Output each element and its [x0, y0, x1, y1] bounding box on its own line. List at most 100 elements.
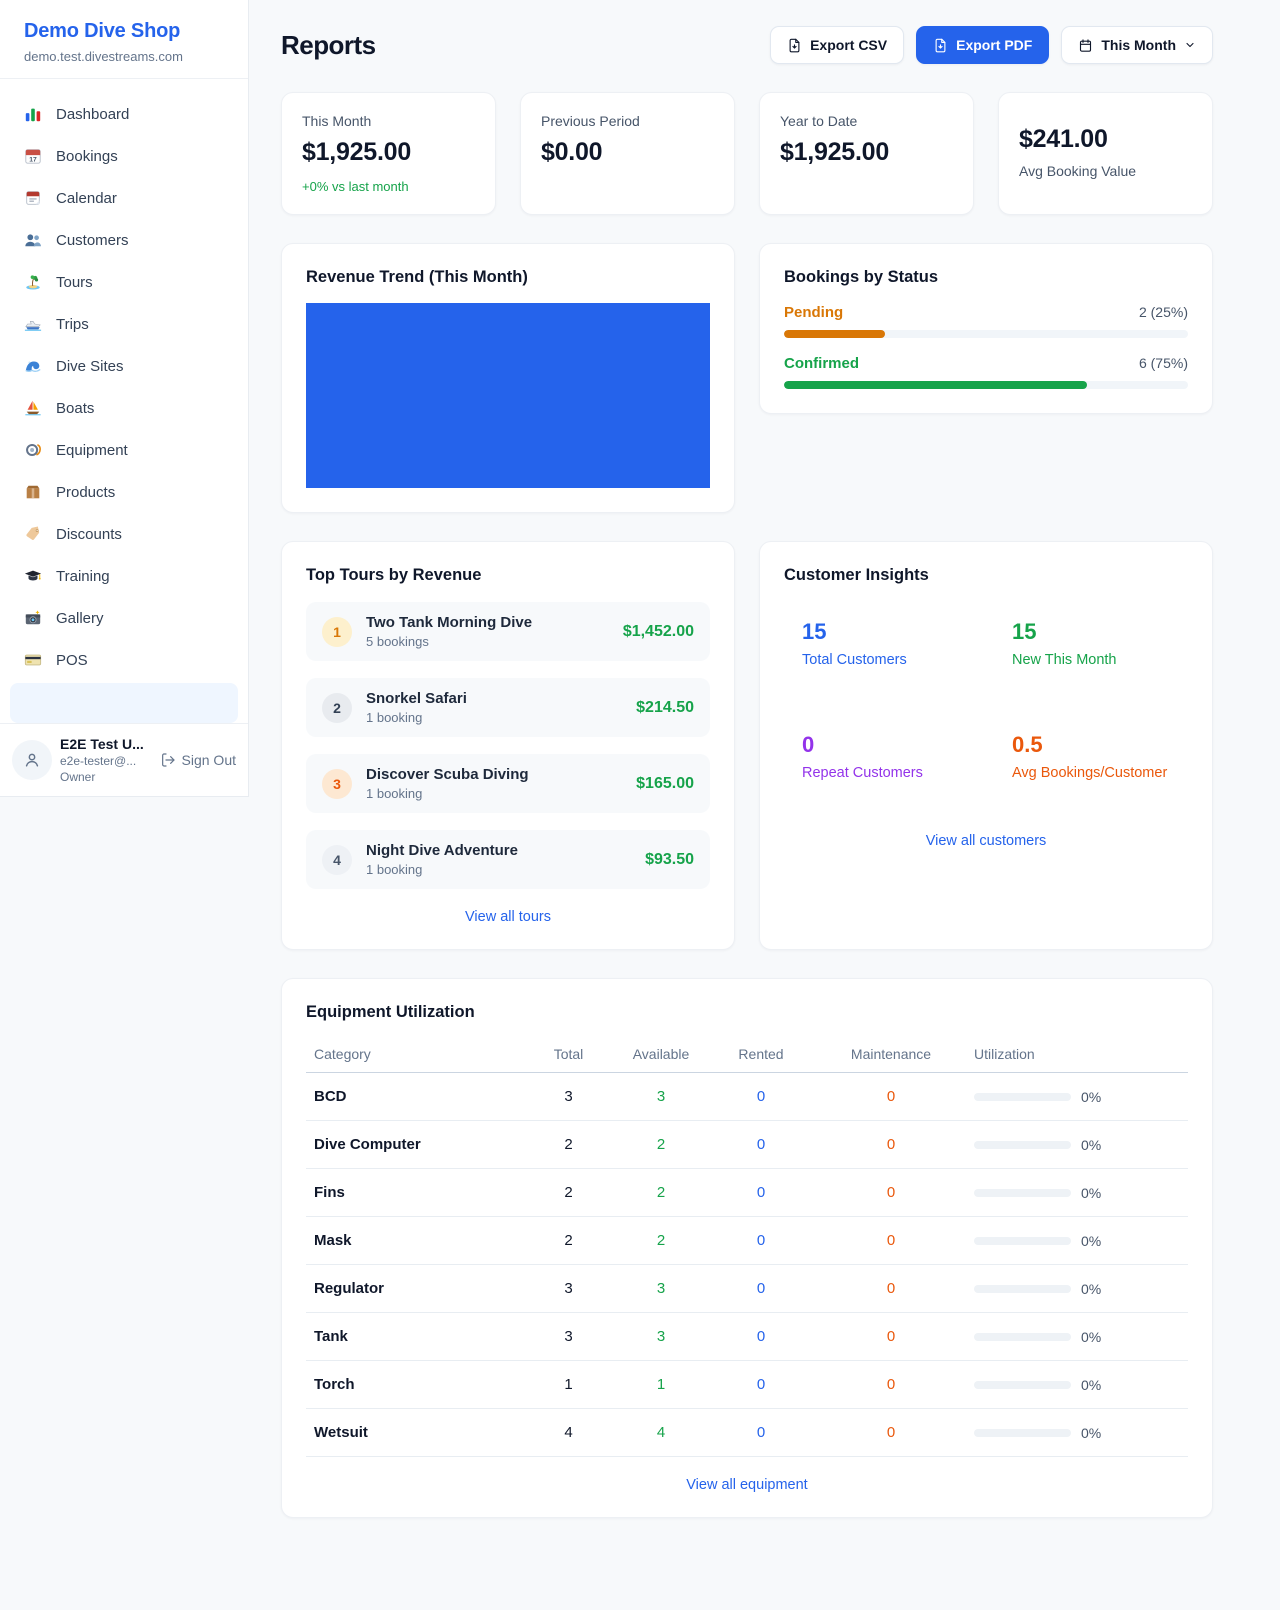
- table-row: Mask 2 2 0 0 0%: [306, 1216, 1188, 1265]
- export-pdf-button[interactable]: Export PDF: [916, 26, 1050, 64]
- cell-rented: 0: [706, 1360, 816, 1409]
- utilization-bar: [974, 1092, 1071, 1101]
- tour-bookings: 1 booking: [366, 710, 423, 725]
- sidebar-item[interactable]: Tours: [10, 263, 238, 301]
- cell-total: 3: [521, 1072, 616, 1121]
- tour-bookings: 1 booking: [366, 862, 423, 877]
- bookings-icon: 17: [24, 147, 42, 165]
- utilization-bar: [974, 1284, 1071, 1293]
- top-tours-title: Top Tours by Revenue: [306, 566, 482, 584]
- status-progress-fill: [784, 330, 885, 338]
- status-row: Confirmed 6 (75%): [784, 355, 1188, 389]
- sidebar-item[interactable]: Customers: [10, 221, 238, 259]
- user-name: E2E Test U...: [60, 736, 144, 752]
- col-available: Available: [616, 1036, 706, 1073]
- equipment-utilization-title: Equipment Utilization: [306, 1003, 475, 1021]
- sidebar-item[interactable]: POS: [10, 641, 238, 679]
- cell-category: Fins: [306, 1168, 521, 1217]
- stat-label: Avg Booking Value: [1019, 163, 1137, 179]
- cell-total: 3: [521, 1264, 616, 1313]
- stat-value: $1,925.00: [780, 138, 889, 166]
- cell-available: 4: [616, 1408, 706, 1457]
- sidebar-item-label: Customers: [56, 231, 129, 249]
- page-header: Reports Export CSV Export PDF This Month: [281, 26, 1213, 64]
- cell-rented: 0: [706, 1120, 816, 1169]
- cell-available: 2: [616, 1216, 706, 1265]
- stat-delta: +0% vs last month: [302, 179, 409, 194]
- revenue-trend-title: Revenue Trend (This Month): [306, 268, 528, 286]
- tour-amount: $214.50: [636, 698, 694, 716]
- sidebar-item[interactable]: Dashboard: [10, 95, 238, 133]
- sidebar-item-reports-active[interactable]: [10, 683, 238, 723]
- stat-value: $0.00: [541, 138, 603, 166]
- utilization-percent: 0%: [1081, 1424, 1102, 1441]
- sidebar-item[interactable]: Discounts: [10, 515, 238, 553]
- sidebar-item-label: Dive Sites: [56, 357, 124, 375]
- tour-bookings: 5 bookings: [366, 634, 429, 649]
- tour-row[interactable]: 2 Snorkel Safari 1 booking $214.50: [306, 678, 710, 737]
- cell-category: Mask: [306, 1216, 521, 1265]
- col-maintenance: Maintenance: [816, 1036, 966, 1073]
- period-dropdown[interactable]: This Month: [1061, 26, 1213, 64]
- main-content: Reports Export CSV Export PDF This Month…: [249, 0, 1213, 1564]
- tour-row[interactable]: 4 Night Dive Adventure 1 booking $93.50: [306, 830, 710, 889]
- tour-row[interactable]: 1 Two Tank Morning Dive 5 bookings $1,45…: [306, 602, 710, 661]
- insights-row: Top Tours by Revenue 1 Two Tank Morning …: [281, 541, 1213, 950]
- sidebar-item[interactable]: Gallery: [10, 599, 238, 637]
- cell-category: Dive Computer: [306, 1120, 521, 1169]
- stat-label: Previous Period: [541, 113, 640, 129]
- cell-maintenance: 0: [816, 1408, 966, 1457]
- view-all-equipment-link[interactable]: View all equipment: [686, 1477, 808, 1493]
- sidebar-item-label: Products: [56, 483, 116, 501]
- table-row: Tank 3 3 0 0 0%: [306, 1312, 1188, 1361]
- sidebar-item-label: Discounts: [56, 525, 122, 543]
- table-row: BCD 3 3 0 0 0%: [306, 1072, 1188, 1121]
- tour-amount: $165.00: [636, 774, 694, 792]
- insight-value: 15: [1012, 619, 1037, 644]
- insight-label: Total Customers: [802, 652, 907, 668]
- view-all-tours-link[interactable]: View all tours: [465, 909, 551, 925]
- sidebar-item[interactable]: Calendar: [10, 179, 238, 217]
- insight-label: Avg Bookings/Customer: [1012, 765, 1168, 781]
- table-row: Regulator 3 3 0 0 0%: [306, 1264, 1188, 1313]
- sidebar-item[interactable]: Training: [10, 557, 238, 595]
- revenue-trend-chart: [306, 303, 710, 488]
- file-download-icon: [935, 38, 946, 52]
- cell-available: 1: [616, 1360, 706, 1409]
- insight-label: Repeat Customers: [802, 765, 923, 781]
- insight-tile: 0.5 Avg Bookings/Customer: [994, 716, 1188, 813]
- sidebar-item[interactable]: Equipment: [10, 431, 238, 469]
- cell-total: 2: [521, 1216, 616, 1265]
- cell-category: Regulator: [306, 1264, 521, 1313]
- cell-category: BCD: [306, 1072, 521, 1121]
- view-all-customers-link[interactable]: View all customers: [925, 833, 1047, 849]
- sidebar-item[interactable]: 17 Bookings: [10, 137, 238, 175]
- customer-insights-card: Customer Insights 15 Total Customers 15 …: [759, 541, 1213, 950]
- cell-category: Torch: [306, 1360, 521, 1409]
- sidebar: Demo Dive Shop demo.test.divestreams.com…: [0, 0, 249, 797]
- avatar: [12, 740, 52, 780]
- sidebar-item[interactable]: Trips: [10, 305, 238, 343]
- cell-total: 4: [521, 1408, 616, 1457]
- status-label: Confirmed: [784, 355, 859, 372]
- logout-icon: [161, 753, 175, 767]
- tour-row[interactable]: 3 Discover Scuba Diving 1 booking $165.0…: [306, 754, 710, 813]
- sidebar-nav: Dashboard 17 Bookings Calendar Customers…: [0, 79, 248, 723]
- cell-available: 2: [616, 1120, 706, 1169]
- utilization-bar: [974, 1380, 1071, 1389]
- col-total: Total: [521, 1036, 616, 1073]
- utilization-percent: 0%: [1081, 1088, 1102, 1105]
- sidebar-item[interactable]: Boats: [10, 389, 238, 427]
- col-rented: Rented: [706, 1036, 816, 1073]
- status-row: Pending 2 (25%): [784, 304, 1188, 338]
- cell-rented: 0: [706, 1264, 816, 1313]
- sidebar-item[interactable]: Products: [10, 473, 238, 511]
- calendar-icon: [24, 189, 42, 207]
- sign-out-button[interactable]: Sign Out: [160, 752, 236, 768]
- cell-total: 1: [521, 1360, 616, 1409]
- calendar-icon: [1080, 38, 1092, 52]
- sidebar-item[interactable]: Dive Sites: [10, 347, 238, 385]
- utilization-bar: [974, 1428, 1071, 1437]
- export-csv-button[interactable]: Export CSV: [770, 26, 905, 64]
- gallery-icon: [24, 609, 42, 627]
